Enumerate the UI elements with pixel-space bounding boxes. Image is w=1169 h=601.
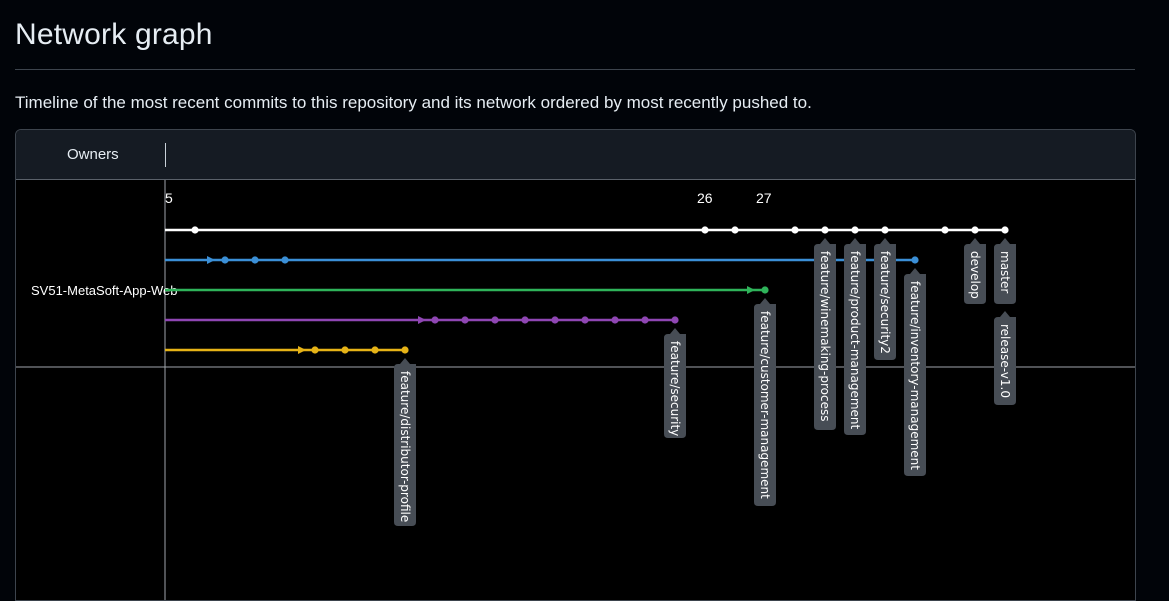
branch-label[interactable]: feature/winemaking-process	[818, 251, 832, 422]
commit-dot[interactable]	[911, 256, 919, 264]
branch-label-tag[interactable]	[814, 238, 836, 430]
commit-dot[interactable]	[761, 286, 769, 294]
commit-dot[interactable]	[371, 346, 379, 354]
branch-label[interactable]: feature/customer-management	[758, 311, 772, 499]
owners-header: Owners	[67, 146, 119, 163]
commit-dot[interactable]	[521, 316, 529, 324]
commit-dot[interactable]	[251, 256, 259, 264]
branch-label[interactable]: master	[998, 251, 1012, 293]
owners-separator	[165, 143, 166, 167]
branch-label[interactable]: feature/security	[668, 341, 682, 436]
commit-dot[interactable]	[941, 226, 949, 234]
network-graph[interactable]: Owners SV51-MetaSoft-App-Web 5 26 27 feature…	[15, 129, 1136, 601]
commit-dot[interactable]	[881, 226, 889, 234]
branch-arrow	[418, 316, 426, 324]
commit-dot[interactable]	[461, 316, 469, 324]
commit-dot[interactable]	[971, 226, 979, 234]
owner-label: SV51-MetaSoft-App-Web	[31, 283, 177, 298]
branch-label[interactable]: feature/security2	[878, 251, 892, 354]
commit-dot[interactable]	[191, 226, 199, 234]
commit-dot[interactable]	[341, 346, 349, 354]
commit-dot[interactable]	[221, 256, 229, 264]
commit-dot[interactable]	[731, 226, 739, 234]
branch-label-tag[interactable]	[874, 238, 896, 360]
page-description: Timeline of the most recent commits to t…	[15, 93, 812, 112]
commit-dot[interactable]	[791, 226, 799, 234]
date-label: 26	[697, 190, 713, 206]
branch-label[interactable]: release-v1.0	[998, 324, 1012, 398]
branch-label-tag[interactable]	[904, 268, 926, 476]
commit-dot[interactable]	[281, 256, 289, 264]
branch-label[interactable]: feature/inventory-management	[908, 281, 922, 470]
commit-dot[interactable]	[551, 316, 559, 324]
commit-dot[interactable]	[491, 316, 499, 324]
commit-dot[interactable]	[671, 316, 679, 324]
branch-label-tag[interactable]	[844, 238, 866, 435]
title-divider	[15, 69, 1135, 70]
network-graph-canvas[interactable]: SV51-MetaSoft-App-Web 5 26 27 feature/distri…	[16, 130, 1135, 600]
branch-arrow	[207, 256, 215, 264]
commit-dot[interactable]	[611, 316, 619, 324]
commit-dot[interactable]	[431, 316, 439, 324]
branch-label-tag[interactable]	[754, 298, 776, 506]
branch-label[interactable]: feature/distributor-profile	[398, 371, 412, 522]
commit-dot[interactable]	[821, 226, 829, 234]
commit-dot[interactable]	[401, 346, 409, 354]
branch-label[interactable]: develop	[968, 251, 982, 299]
branch-label-tag[interactable]	[964, 238, 986, 304]
commit-dot[interactable]	[311, 346, 319, 354]
graph-header: Owners	[16, 130, 1135, 180]
commit-dot[interactable]	[851, 226, 859, 234]
commit-dot[interactable]	[581, 316, 589, 324]
branch-arrow	[747, 286, 755, 294]
branch-label-tag[interactable]	[994, 311, 1016, 405]
commit-dot[interactable]	[641, 316, 649, 324]
branch-label-tag[interactable]	[994, 238, 1016, 304]
branch-label-tag[interactable]	[394, 358, 416, 526]
branch-arrow	[298, 346, 306, 354]
commit-dot[interactable]	[701, 226, 709, 234]
date-label: 27	[756, 190, 772, 206]
date-label: 5	[165, 190, 173, 206]
branch-label[interactable]: feature/product-management	[848, 251, 862, 430]
branch-label-tag[interactable]	[664, 328, 686, 438]
page-title: Network graph	[15, 18, 213, 51]
commit-dot[interactable]	[1001, 226, 1009, 234]
